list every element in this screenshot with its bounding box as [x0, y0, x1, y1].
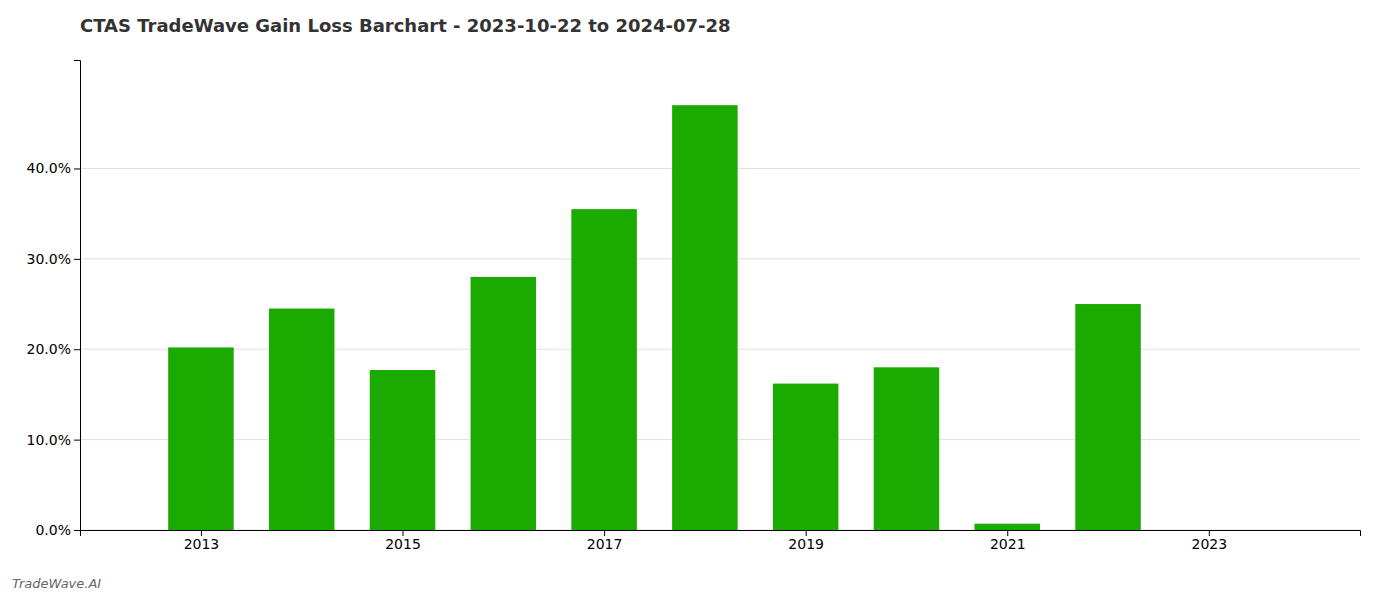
y-tick: 20.0%	[27, 341, 80, 357]
x-tick-label: 2021	[990, 536, 1026, 552]
x-tick: 2013	[184, 530, 220, 552]
x-tick: 2023	[1191, 530, 1227, 552]
y-tick-label: 30.0%	[27, 251, 71, 267]
x-tick-label: 2013	[184, 536, 220, 552]
y-tick: 0.0%	[35, 522, 80, 538]
y-tick: 10.0%	[27, 432, 80, 448]
bar	[1176, 530, 1242, 531]
bar	[571, 209, 637, 530]
bar	[370, 370, 436, 530]
bar	[874, 367, 940, 530]
bar	[269, 309, 335, 530]
y-tick-label: 10.0%	[27, 432, 71, 448]
title: CTAS TradeWave Gain Loss Barchart - 2023…	[80, 15, 731, 36]
x-tick: 2015	[385, 530, 421, 552]
chart: 2013 2015 2017 2019 2021 2023 0.0% 10.0% 20.0% 30…	[0, 0, 1400, 600]
y-tick-mark	[74, 259, 80, 260]
y-tick: 30.0%	[27, 251, 80, 267]
y-tick-mark	[74, 530, 80, 531]
x-tick-label: 2023	[1191, 536, 1227, 552]
x-axis: 2013 2015 2017 2019 2021 2023	[81, 530, 1361, 552]
y-tick: 40.0%	[27, 160, 80, 176]
annotation: TradeWave.AI	[12, 576, 101, 591]
bar	[974, 524, 1040, 530]
bars	[168, 105, 1141, 530]
bar	[168, 347, 234, 530]
x-tick: 2017	[587, 530, 623, 552]
x-tick-label: 2019	[788, 536, 824, 552]
bar	[471, 277, 537, 530]
x-axis-line	[81, 531, 1361, 537]
y-tick-label: 0.0%	[35, 522, 71, 538]
plot-area: 2013 2015 2017 2019 2021 2023 0.0% 10.0% 20.0% 30…	[27, 61, 1361, 552]
y-tick-mark	[74, 168, 80, 169]
bar	[1075, 304, 1141, 530]
y-tick-label: 20.0%	[27, 341, 71, 357]
bar	[672, 105, 738, 530]
x-tick-label: 2017	[587, 536, 623, 552]
x-tick-label: 2015	[385, 536, 421, 552]
x-tick: 2021	[990, 530, 1026, 552]
y-tick-mark	[74, 440, 80, 441]
y-axis-line	[74, 61, 81, 531]
y-tick-label: 40.0%	[27, 160, 71, 176]
y-axis: 0.0% 10.0% 20.0% 30.0% 40.0%	[27, 61, 81, 538]
x-tick: 2019	[788, 530, 824, 552]
y-tick-mark	[74, 349, 80, 350]
bar	[773, 384, 839, 530]
